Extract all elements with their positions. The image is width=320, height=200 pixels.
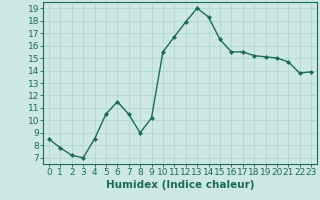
X-axis label: Humidex (Indice chaleur): Humidex (Indice chaleur)	[106, 180, 254, 190]
